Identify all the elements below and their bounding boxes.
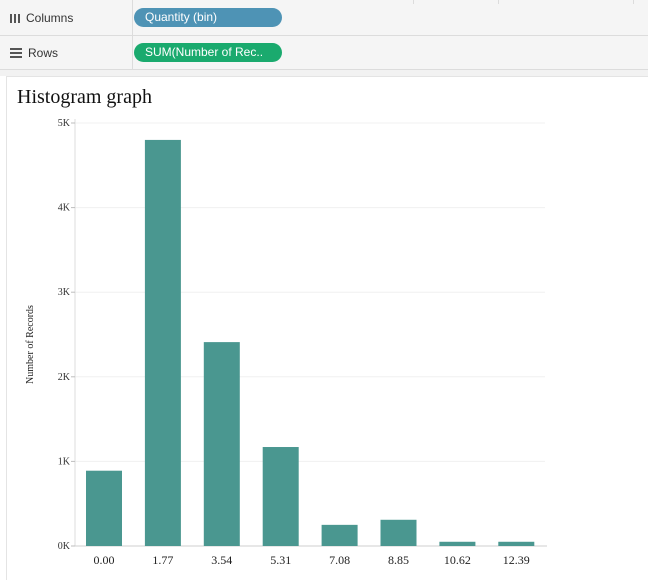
number-of-records-pill[interactable]: SUM(Number of Rec.. — [134, 43, 282, 62]
x-tick-label: 7.08 — [329, 553, 350, 567]
bar-1.77 — [144, 139, 181, 547]
bar-12.39 — [498, 541, 535, 546]
y-tick-label: 3K — [58, 287, 71, 298]
columns-icon — [10, 13, 20, 23]
bar-5.31 — [262, 447, 299, 546]
columns-drop-area[interactable]: Quantity (bin) — [133, 0, 648, 35]
x-tick-label: 12.39 — [503, 553, 530, 567]
rows-shelf-label: Rows — [28, 45, 59, 60]
x-tick-label: 1.77 — [152, 553, 173, 567]
columns-shelf-label: Columns — [26, 10, 74, 25]
x-tick-label: 5.31 — [270, 553, 291, 567]
x-tick-label: 10.62 — [444, 553, 471, 567]
columns-shelf-label-area: Columns — [0, 0, 133, 35]
x-tick-label: 0.00 — [94, 553, 115, 567]
y-tick-label: 2K — [58, 372, 71, 383]
rows-drop-area[interactable]: SUM(Number of Rec.. — [133, 36, 648, 69]
histogram-chart: 0K 1K 2K 3K 4K 5K Number of Records 0.00 1.77 3.5… — [25, 118, 547, 567]
rows-shelf-label-area: Rows — [0, 36, 133, 69]
columns-shelf: Columns Quantity (bin) — [0, 0, 648, 36]
rows-icon — [10, 47, 22, 58]
rows-shelf: Rows SUM(Number of Rec.. — [0, 36, 648, 70]
y-tick-label: 1K — [58, 456, 71, 467]
bar-10.62 — [439, 541, 476, 546]
bar-8.85 — [380, 519, 417, 546]
shelf-separator — [0, 70, 648, 76]
view-pane: Histogram graph 0K 1K 2K 3K 4K 5K Number of Re… — [6, 76, 648, 580]
y-tick-label: 5K — [58, 118, 71, 129]
bar-0.00 — [86, 470, 122, 546]
y-tick-label: 0K — [58, 541, 71, 552]
bar-7.08 — [321, 524, 358, 546]
x-tick-label: 3.54 — [211, 553, 232, 567]
quantity-bin-pill[interactable]: Quantity (bin) — [134, 8, 282, 27]
bar-3.54 — [203, 342, 240, 546]
chart-title: Histogram graph — [17, 86, 152, 108]
y-tick-label: 4K — [58, 203, 71, 214]
x-tick-label: 8.85 — [388, 553, 409, 567]
y-axis-title: Number of Records — [25, 305, 36, 384]
